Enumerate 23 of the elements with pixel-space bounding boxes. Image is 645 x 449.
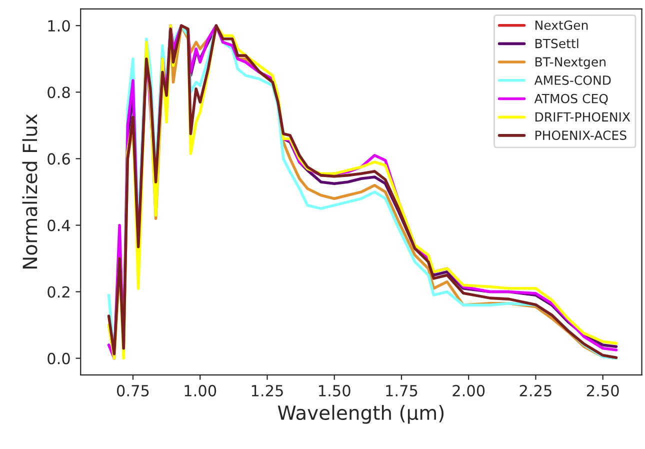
legend-label: BT-Nextgen — [536, 57, 606, 70]
y-tick-label: 0.0 — [48, 352, 70, 364]
x-tick-label: 2.25 — [520, 384, 552, 396]
x-tick-label: 1.25 — [252, 384, 283, 396]
y-tick-label: 0.2 — [48, 286, 70, 298]
y-tick-label: 0.8 — [48, 86, 70, 98]
legend-label: BTSettl — [536, 38, 578, 48]
legend-label: DRIFT-PHOENIX — [536, 112, 630, 122]
x-tick-label: 1.50 — [319, 384, 350, 396]
x-tick-label: 1.75 — [386, 385, 418, 396]
legend-label: NextGen — [536, 20, 588, 30]
y-tick-label: 1.0 — [48, 20, 70, 32]
y-tick-label: 0.6 — [48, 153, 70, 165]
x-axis-title: Wavelength (μm) — [278, 404, 444, 424]
x-tick-label: 0.75 — [116, 384, 149, 396]
legend-label: PHOENIX-ACES — [536, 130, 626, 140]
legend-label: AMES-COND — [534, 75, 611, 85]
y-tick-label: 0.4 — [48, 220, 70, 232]
x-tick-label: 2.00 — [452, 384, 485, 396]
y-axis-title: Normalized Flux — [22, 114, 38, 268]
x-tick-label: 1.00 — [184, 384, 216, 396]
x-tick-label: 2.50 — [586, 384, 619, 396]
legend-label: ATMOS CEQ — [534, 94, 608, 105]
